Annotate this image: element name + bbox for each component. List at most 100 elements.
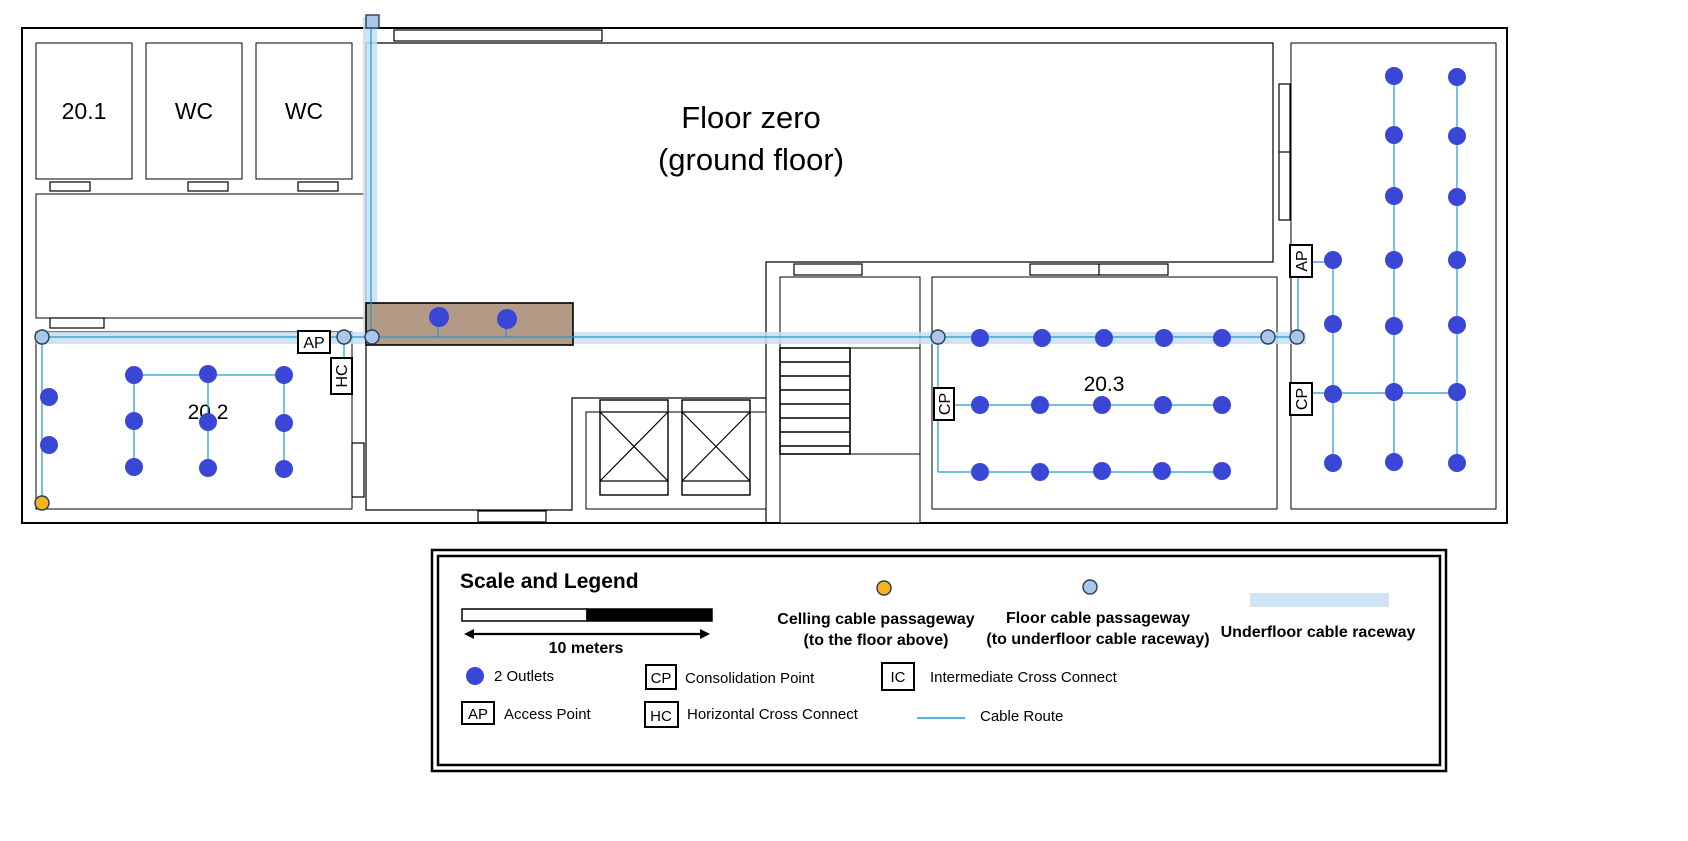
outlet-icon	[1153, 462, 1171, 480]
raceway-swatch	[1250, 593, 1389, 607]
legend-ap-label: Access Point	[504, 706, 592, 723]
floor-passageway-icon	[34, 329, 50, 345]
legend-ap-box-text: AP	[468, 706, 488, 723]
left-corridor	[35, 193, 367, 319]
outlet-icon	[1093, 462, 1111, 480]
outlet-icon	[497, 309, 517, 329]
outlet-icon	[1324, 315, 1342, 333]
outlet-icon	[1324, 454, 1342, 472]
outlet-icon	[1385, 251, 1403, 269]
legend-ceiling-line1: Celling cable passageway	[777, 611, 975, 628]
legend-cp-box-text: CP	[651, 670, 672, 687]
tag-ap-left	[297, 330, 331, 354]
tag-ap-right	[1289, 244, 1313, 278]
legend-floor-line2: (to underfloor cable raceway)	[986, 631, 1209, 648]
floor-passageway-icon	[1289, 329, 1305, 345]
legend-ic-box-text: IC	[891, 669, 906, 686]
outlet-icon	[1213, 462, 1231, 480]
legend-hc-box	[644, 701, 679, 728]
outlet-icon	[275, 460, 293, 478]
legend-raceway: Underfloor cable raceway	[1221, 624, 1416, 641]
outlet-icon	[1031, 396, 1049, 414]
ceiling-passageway-icon	[876, 580, 892, 596]
outlet-icon	[1213, 329, 1231, 347]
floor-passageway-icon	[1260, 329, 1276, 345]
outlet-icon	[1448, 383, 1466, 401]
outlet-icon	[1154, 396, 1172, 414]
outlet-icon	[275, 414, 293, 432]
floor-title-line2: (ground floor)	[658, 142, 844, 177]
outlet-icon	[1385, 126, 1403, 144]
door-20-1	[49, 181, 91, 192]
raceway-vertical	[363, 17, 377, 339]
outlet-icon	[1155, 329, 1173, 347]
outlet-icon	[971, 396, 989, 414]
outlet-icon	[1448, 127, 1466, 145]
floor-passageway-icon	[364, 329, 380, 345]
outlet-icon	[1448, 188, 1466, 206]
legend-floor-line1: Floor cable passageway	[1006, 610, 1190, 627]
outlet-icon	[1324, 385, 1342, 403]
outlet-icon	[125, 458, 143, 476]
room-wc-1	[145, 42, 243, 180]
elevator-icon	[599, 399, 669, 496]
outlet-icon	[1031, 463, 1049, 481]
outlets	[40, 67, 1466, 481]
tag-hc-text: HC	[334, 364, 351, 387]
tag-ap-left-text: AP	[303, 335, 324, 352]
room-20-3-label: 20.3	[1084, 373, 1125, 396]
legend-hc-box-text: HC	[650, 708, 672, 725]
outlet-icon	[971, 463, 989, 481]
outlet-icon	[1324, 251, 1342, 269]
outlet-icon	[1385, 453, 1403, 471]
floor-passageway-icon	[336, 329, 352, 345]
outlet-icon	[429, 307, 449, 327]
outlet-icon	[1385, 383, 1403, 401]
legend-ic-box	[881, 662, 915, 691]
legend-ceiling-line2: (to the floor above)	[804, 632, 949, 649]
room-wc-2-label: WC	[285, 98, 323, 124]
outlet-icon	[971, 329, 989, 347]
room-20-2	[35, 331, 353, 510]
legend-ap-box	[461, 701, 495, 725]
floor-passageway-icon	[1082, 579, 1098, 595]
room-wc-2	[255, 42, 353, 180]
outlet-icon	[1448, 316, 1466, 334]
outlet-icon	[466, 667, 484, 685]
tag-cp-left-text: CP	[937, 393, 954, 415]
hall-lower-wall	[365, 43, 766, 511]
outlet-icon	[40, 388, 58, 406]
room-wc-1-label: WC	[175, 98, 213, 124]
outlet-icon	[1448, 454, 1466, 472]
outlet-icon	[1448, 251, 1466, 269]
legend-cp-box	[645, 664, 677, 690]
raceway-horizontal	[36, 332, 1306, 344]
outlet-icon	[1448, 68, 1466, 86]
tag-ap-right-text: AP	[1294, 250, 1311, 271]
outlet-icon	[199, 413, 217, 431]
room-20-1-label: 20.1	[62, 98, 107, 124]
hall-wall	[366, 42, 1274, 523]
outlet-icon	[199, 365, 217, 383]
outlet-icon	[1385, 67, 1403, 85]
outlet-icon	[199, 459, 217, 477]
door-wc-1	[187, 181, 229, 192]
floor-passageway-icon	[365, 14, 380, 29]
tag-cp-left	[933, 387, 955, 421]
legend-cable-label: Cable Route	[980, 708, 1063, 725]
legend: Scale and Legend 10 meters Celling cable…	[430, 548, 1448, 773]
outlet-icon	[1033, 329, 1051, 347]
tag-cp-right-text: CP	[1294, 388, 1311, 410]
scale-bar-white	[461, 608, 588, 622]
door-wc-2	[297, 181, 339, 192]
door-stairs	[793, 263, 863, 276]
outlet-icon	[1385, 317, 1403, 335]
door-corridor	[49, 317, 105, 329]
door-top	[393, 29, 603, 42]
scale-bar-black	[586, 608, 713, 622]
legend-outlets: 2 Outlets	[494, 668, 554, 685]
floor-title-line1: Floor zero	[681, 100, 821, 135]
legend-cp-label: Consolidation Point	[685, 670, 815, 687]
legend-title: Scale and Legend	[460, 570, 639, 593]
